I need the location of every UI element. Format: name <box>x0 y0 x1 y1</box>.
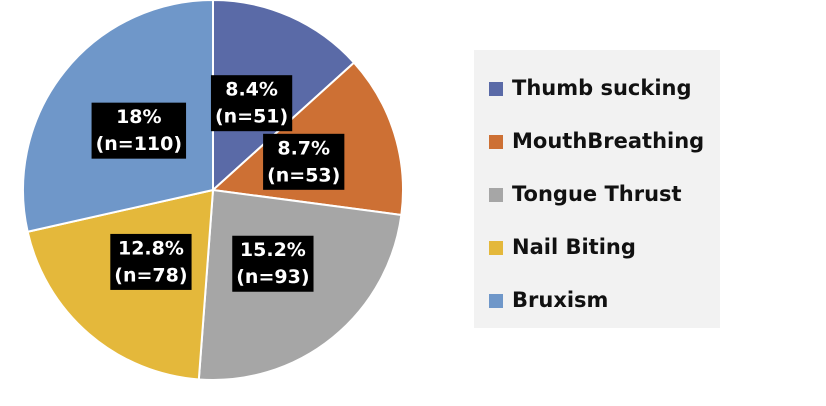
data-label-box <box>232 235 314 292</box>
legend-label: Tongue Thrust <box>512 182 682 206</box>
data-label-value: 12.8% <box>118 237 184 259</box>
data-label-box <box>263 133 345 190</box>
legend-label: Thumb sucking <box>512 76 692 100</box>
data-label-count: (n=93) <box>236 266 309 288</box>
legend-swatch <box>489 241 503 255</box>
data-label-value: 18% <box>116 106 161 128</box>
data-label-box <box>110 233 192 290</box>
data-label-box <box>91 102 187 159</box>
data-label-count: (n=78) <box>114 264 187 286</box>
legend-label: Bruxism <box>512 288 608 312</box>
data-label-count: (n=110) <box>96 133 182 155</box>
data-label-box <box>210 75 293 132</box>
data-label-value: 8.7% <box>277 137 330 159</box>
legend-swatch <box>489 294 503 308</box>
legend-label: MouthBreathing <box>512 129 704 153</box>
legend-swatch <box>489 135 503 149</box>
data-label: 12.8% (n=78) <box>110 233 192 290</box>
legend-label: Nail Biting <box>512 235 636 259</box>
legend-swatch <box>489 82 503 96</box>
data-label: 8.7% (n=53) <box>263 133 345 190</box>
legend-box <box>474 50 720 328</box>
data-label: 8.4% (n=51) <box>210 75 293 132</box>
data-label-value: 8.4% <box>225 79 278 101</box>
data-label-count: (n=53) <box>267 164 340 186</box>
data-label: 18% (n=110) <box>91 102 187 159</box>
legend-swatch <box>489 188 503 202</box>
data-label-count: (n=51) <box>215 106 288 128</box>
data-label-value: 15.2% <box>240 239 306 261</box>
data-label: 15.2% (n=93) <box>232 235 314 292</box>
